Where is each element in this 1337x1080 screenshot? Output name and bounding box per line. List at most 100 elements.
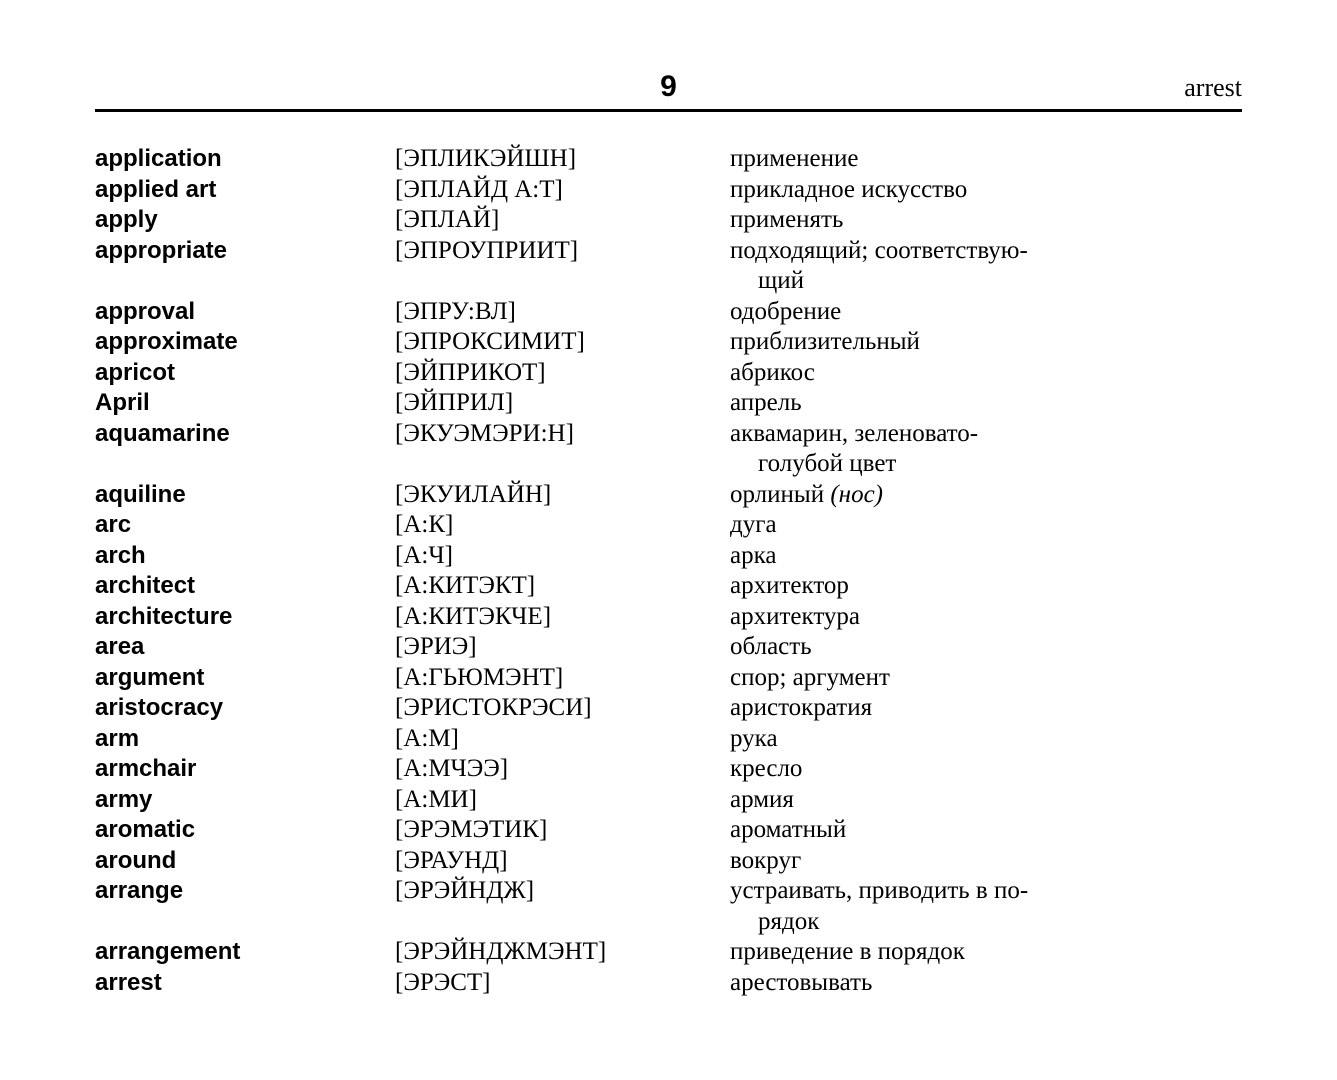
pronunciation: [ЭКУЭМЭРИ:Н] — [395, 419, 730, 450]
russian-text: ароматный — [730, 816, 846, 843]
dictionary-entry: argument[А:ГЬЮМЭНТ]спор; аргумент — [95, 663, 1242, 694]
russian-translation: абрикос — [730, 358, 1242, 389]
russian-continuation: рядок — [730, 907, 1242, 938]
dictionary-entry: apply[ЭПЛАЙ]применять — [95, 205, 1242, 236]
pronunciation: [ЭРИСТОКРЭСИ] — [395, 693, 730, 724]
russian-continuation: щий — [730, 266, 1242, 297]
page-header: 9 arrest — [95, 70, 1242, 112]
russian-translation: приведение в порядок — [730, 937, 1242, 968]
dictionary-entry: applied art[ЭПЛАЙД А:Т]прикладное искусс… — [95, 175, 1242, 206]
russian-translation: кресло — [730, 754, 1242, 785]
dictionary-entry: architect[А:КИТЭКТ]архитектор — [95, 571, 1242, 602]
pronunciation: [ЭРИЭ] — [395, 632, 730, 663]
english-word: around — [95, 846, 395, 875]
russian-translation: апрель — [730, 388, 1242, 419]
russian-translation: дуга — [730, 510, 1242, 541]
russian-translation: арка — [730, 541, 1242, 572]
english-word: arc — [95, 510, 395, 539]
pronunciation: [ЭРЭЙНДЖ] — [395, 876, 730, 907]
guide-word: arrest — [1184, 73, 1242, 103]
russian-text: армия — [730, 786, 794, 813]
pronunciation: [А:МИ] — [395, 785, 730, 816]
dictionary-entry: application[ЭПЛИКЭЙШН]применение — [95, 144, 1242, 175]
russian-translation: архитектура — [730, 602, 1242, 633]
dictionary-entry: aquamarine[ЭКУЭМЭРИ:Н]аквамарин, зеленов… — [95, 419, 1242, 480]
english-word: applied art — [95, 175, 395, 204]
russian-text: кресло — [730, 755, 802, 782]
russian-text: область — [730, 633, 812, 660]
dictionary-entry: aromatic[ЭРЭМЭТИК]ароматный — [95, 815, 1242, 846]
pronunciation: [ЭРАУНД] — [395, 846, 730, 877]
russian-text: рука — [730, 725, 778, 752]
russian-translation: вокруг — [730, 846, 1242, 877]
pronunciation: [ЭПЛАЙ] — [395, 205, 730, 236]
pronunciation: [ЭПРОКСИМИТ] — [395, 327, 730, 358]
dictionary-entry: aquiline[ЭКУИЛАЙН]орлиный (нос) — [95, 480, 1242, 511]
english-word: architect — [95, 571, 395, 600]
english-word: area — [95, 632, 395, 661]
russian-translation: применение — [730, 144, 1242, 175]
russian-translation: область — [730, 632, 1242, 663]
english-word: apricot — [95, 358, 395, 387]
russian-text: арестовывать — [730, 969, 872, 996]
russian-text: применять — [730, 206, 843, 233]
pronunciation: [А:ГЬЮМЭНТ] — [395, 663, 730, 694]
pronunciation: [А:Ч] — [395, 541, 730, 572]
english-word: approximate — [95, 327, 395, 356]
pronunciation: [А:КИТЭКТ] — [395, 571, 730, 602]
english-word: arrangement — [95, 937, 395, 966]
english-word: argument — [95, 663, 395, 692]
pronunciation: [ЭПРУ:ВЛ] — [395, 297, 730, 328]
russian-text: архитектор — [730, 572, 849, 599]
dictionary-entry: arrange[ЭРЭЙНДЖ]устраивать, приводить в … — [95, 876, 1242, 937]
english-word: approval — [95, 297, 395, 326]
pronunciation: [ЭЙПРИЛ] — [395, 388, 730, 419]
russian-text: орлиный — [730, 481, 830, 508]
dictionary-entry: approval[ЭПРУ:ВЛ]одобрение — [95, 297, 1242, 328]
dictionary-entry: area[ЭРИЭ]область — [95, 632, 1242, 663]
russian-text: применение — [730, 145, 859, 172]
english-word: application — [95, 144, 395, 173]
russian-translation: приблизительный — [730, 327, 1242, 358]
dictionary-entry: apricot[ЭЙПРИКОТ]абрикос — [95, 358, 1242, 389]
russian-translation: применять — [730, 205, 1242, 236]
dictionary-entries: application[ЭПЛИКЭЙШН]применениеapplied … — [95, 144, 1242, 998]
pronunciation: [А:МЧЭЭ] — [395, 754, 730, 785]
english-word: aquiline — [95, 480, 395, 509]
pronunciation: [ЭПРОУПРИИТ] — [395, 236, 730, 267]
russian-text: абрикос — [730, 359, 815, 386]
russian-translation: ароматный — [730, 815, 1242, 846]
pronunciation: [ЭПЛАЙД А:Т] — [395, 175, 730, 206]
page-number: 9 — [660, 70, 677, 104]
russian-text: одобрение — [730, 298, 841, 325]
russian-text: приблизительный — [730, 328, 920, 355]
pronunciation: [ЭРЭМЭТИК] — [395, 815, 730, 846]
english-word: apply — [95, 205, 395, 234]
dictionary-entry: armchair[А:МЧЭЭ]кресло — [95, 754, 1242, 785]
english-word: aquamarine — [95, 419, 395, 448]
dictionary-entry: architecture[А:КИТЭКЧЕ]архитектура — [95, 602, 1242, 633]
pronunciation: [ЭРЭСТ] — [395, 968, 730, 999]
dictionary-entry: arc[А:К]дуга — [95, 510, 1242, 541]
russian-translation: аристократия — [730, 693, 1242, 724]
russian-translation: орлиный (нос) — [730, 480, 1242, 511]
russian-text: спор; аргумент — [730, 664, 890, 691]
english-word: aristocracy — [95, 693, 395, 722]
english-word: armchair — [95, 754, 395, 783]
russian-translation: архитектор — [730, 571, 1242, 602]
dictionary-entry: arrangement[ЭРЭЙНДЖМЭНТ]приведение в пор… — [95, 937, 1242, 968]
russian-text: вокруг — [730, 847, 801, 874]
russian-text: дуга — [730, 511, 777, 538]
dictionary-entry: army[А:МИ]армия — [95, 785, 1242, 816]
russian-translation: рука — [730, 724, 1242, 755]
pronunciation: [ЭКУИЛАЙН] — [395, 480, 730, 511]
pronunciation: [ЭЙПРИКОТ] — [395, 358, 730, 389]
russian-translation: устраивать, приводить в по-рядок — [730, 876, 1242, 937]
dictionary-entry: approximate[ЭПРОКСИМИТ]приблизительный — [95, 327, 1242, 358]
english-word: arch — [95, 541, 395, 570]
english-word: army — [95, 785, 395, 814]
pronunciation: [А:КИТЭКЧЕ] — [395, 602, 730, 633]
dictionary-entry: appropriate[ЭПРОУПРИИТ]подходящий; соотв… — [95, 236, 1242, 297]
pronunciation: [А:К] — [395, 510, 730, 541]
english-word: aromatic — [95, 815, 395, 844]
